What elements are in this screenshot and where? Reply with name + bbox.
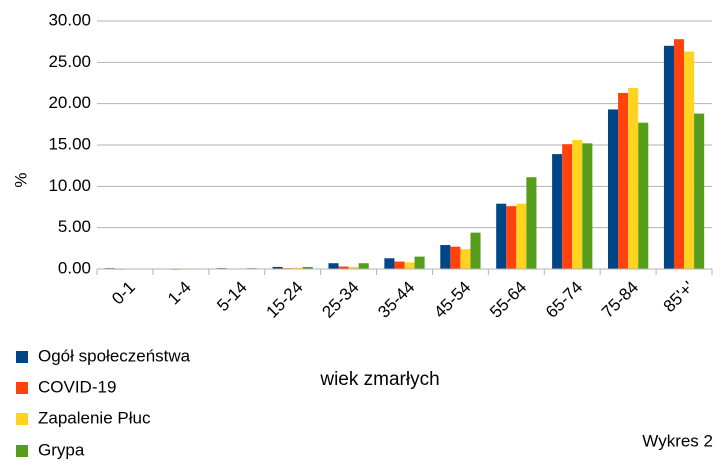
legend-label: Zapalenie Płuc [38, 408, 151, 427]
bar [608, 109, 619, 269]
bar [582, 143, 593, 269]
bar [618, 92, 629, 269]
bar [638, 122, 649, 270]
x-tick-label: 85'+' [660, 278, 698, 316]
legend-label: Grypa [38, 440, 85, 459]
bar [394, 261, 405, 269]
bar [460, 249, 471, 269]
x-tick-label: 55-64 [486, 278, 530, 322]
x-tick-label: 0-1 [108, 278, 139, 309]
bar [292, 267, 303, 269]
bar [302, 266, 313, 269]
legend-swatch [16, 351, 28, 363]
y-tick-label: 5.00 [58, 217, 91, 236]
x-tick-label: 65-74 [542, 278, 586, 322]
bar [684, 51, 695, 269]
bar [694, 113, 705, 269]
bar [562, 144, 573, 269]
x-axis-label: wiek zmarłych [319, 369, 439, 390]
x-tick-label: 75-84 [598, 278, 642, 322]
x-tick-label: 1-4 [164, 278, 195, 309]
y-tick-label: 20.00 [48, 93, 91, 112]
bar [328, 263, 339, 269]
bar [338, 266, 349, 269]
x-tick-label: 25-34 [318, 278, 362, 322]
legend-swatch [16, 413, 28, 425]
bar [358, 263, 369, 269]
bar [414, 256, 425, 269]
bar [440, 245, 451, 269]
bar [663, 45, 674, 269]
bar [526, 177, 537, 269]
bar [572, 140, 583, 269]
x-tick-label: 5-14 [213, 278, 250, 315]
x-tick-label: 45-54 [430, 278, 474, 322]
bar [404, 262, 415, 269]
bar [450, 246, 461, 269]
bar [673, 39, 685, 269]
legend-swatch [16, 445, 28, 457]
bar [496, 203, 507, 269]
bar [348, 266, 359, 269]
bar [506, 206, 517, 269]
legend-swatch [16, 382, 28, 394]
bar [628, 87, 639, 270]
legend-label: Ogół społeczeństwa [38, 346, 191, 365]
bar [470, 232, 481, 269]
annotation: Wykres 2 [642, 431, 713, 450]
y-tick-label: 25.00 [48, 52, 91, 71]
bar [516, 203, 527, 269]
y-tick-label: 0.00 [58, 258, 91, 277]
bar [384, 258, 395, 269]
y-tick-label: 15.00 [48, 134, 91, 153]
y-tick-label: 10.00 [48, 176, 91, 195]
bar [272, 266, 283, 269]
y-tick-label: 30.00 [48, 10, 91, 29]
x-tick-label: 15-24 [262, 278, 306, 322]
bar [552, 154, 563, 269]
legend-label: COVID-19 [38, 377, 116, 396]
y-axis-label: % [11, 172, 30, 187]
x-tick-label: 35-44 [374, 278, 418, 322]
